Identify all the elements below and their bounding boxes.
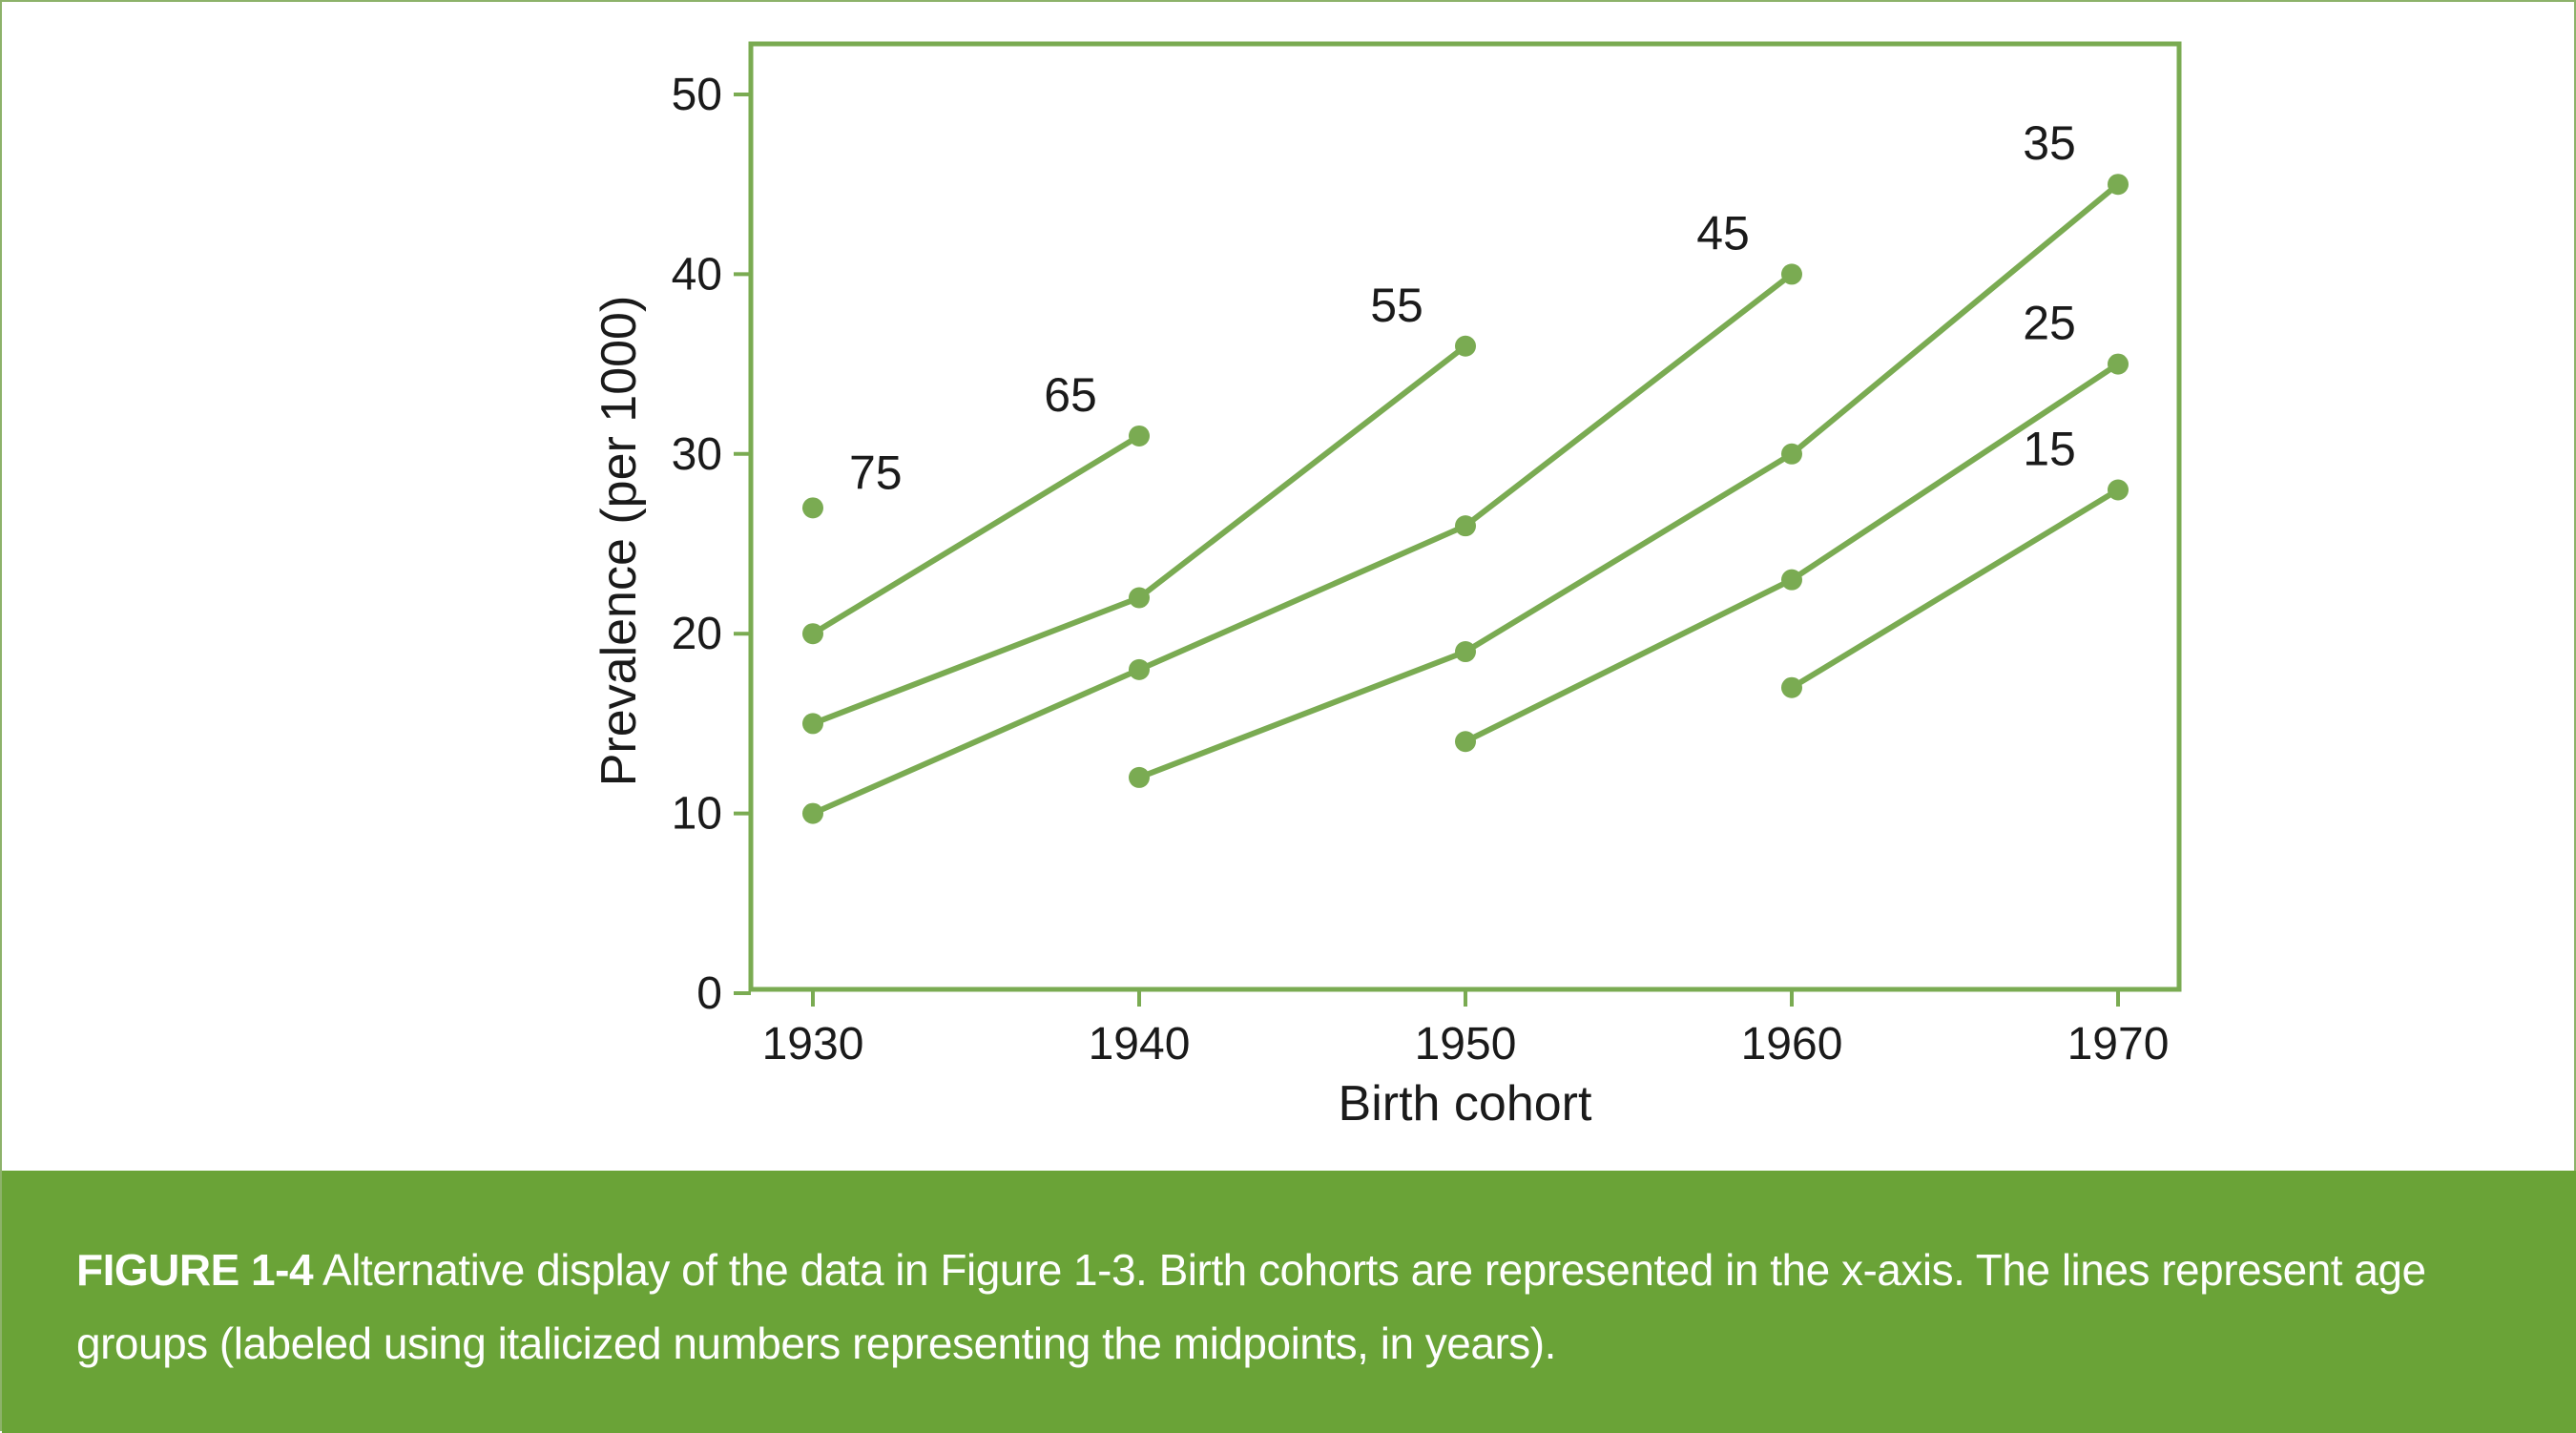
series-label: 15 [2023, 422, 2076, 475]
y-tick-label: 50 [672, 70, 722, 120]
series-line-45 [810, 271, 1795, 817]
chart-area: 0 10 20 30 40 50 1930 1940 1950 1960 1970 Birth coh… [2, 2, 2576, 1171]
series-line-15 [1789, 487, 2121, 691]
data-point-65 [1129, 425, 1150, 447]
data-point-25 [1781, 569, 1802, 591]
data-point-45 [1781, 263, 1802, 285]
data-point-45 [1455, 515, 1476, 537]
data-point-25 [2108, 353, 2129, 375]
series-line-35 [1136, 181, 2121, 780]
series-label: 45 [1696, 206, 1750, 260]
x-tick-label: 1940 [1089, 1019, 1191, 1070]
data-point-35 [1129, 766, 1150, 788]
data-point-35 [2108, 174, 2129, 196]
series-label: 55 [1370, 279, 1423, 332]
data-point-75 [802, 497, 823, 519]
data-point-65 [802, 623, 823, 645]
figure-caption: FIGURE 1-4 Alternative display of the dat… [2, 1171, 2576, 1433]
data-point-45 [802, 802, 823, 824]
series-label: 25 [2023, 297, 2076, 350]
series-label: 75 [849, 446, 903, 499]
data-point-55 [1455, 335, 1476, 357]
series-label: 35 [2023, 116, 2076, 170]
data-point-25 [1455, 731, 1476, 753]
x-tick-label: 1970 [2067, 1019, 2170, 1070]
data-point-15 [2108, 479, 2129, 501]
data-point-55 [802, 713, 823, 735]
line-chart: 0 10 20 30 40 50 1930 1940 1950 1960 1970 Birth coh… [592, 41, 2182, 1132]
series-line-65 [810, 432, 1142, 637]
x-axis-title: Birth cohort [1339, 1076, 1592, 1132]
x-tick-label: 1930 [762, 1019, 864, 1070]
x-tick-label: 1950 [1415, 1019, 1517, 1070]
y-tick-label: 10 [672, 789, 722, 840]
y-tick-label: 30 [672, 429, 722, 480]
data-point-45 [1129, 658, 1150, 680]
caption-text: Alternative display of the data in Figur… [76, 1245, 2426, 1368]
data-point-55 [1129, 587, 1150, 609]
y-axis-title: Prevalence (per 1000) [592, 296, 647, 787]
y-tick-label: 0 [696, 968, 722, 1019]
data-point-35 [1781, 443, 1802, 465]
x-tick-label: 1960 [1741, 1019, 1843, 1070]
y-tick-label: 40 [672, 249, 722, 300]
data-point-15 [1781, 676, 1802, 698]
series-label: 65 [1044, 368, 1097, 422]
caption-label: FIGURE 1-4 [76, 1245, 314, 1295]
y-tick-label: 20 [672, 609, 722, 659]
data-point-35 [1455, 641, 1476, 663]
